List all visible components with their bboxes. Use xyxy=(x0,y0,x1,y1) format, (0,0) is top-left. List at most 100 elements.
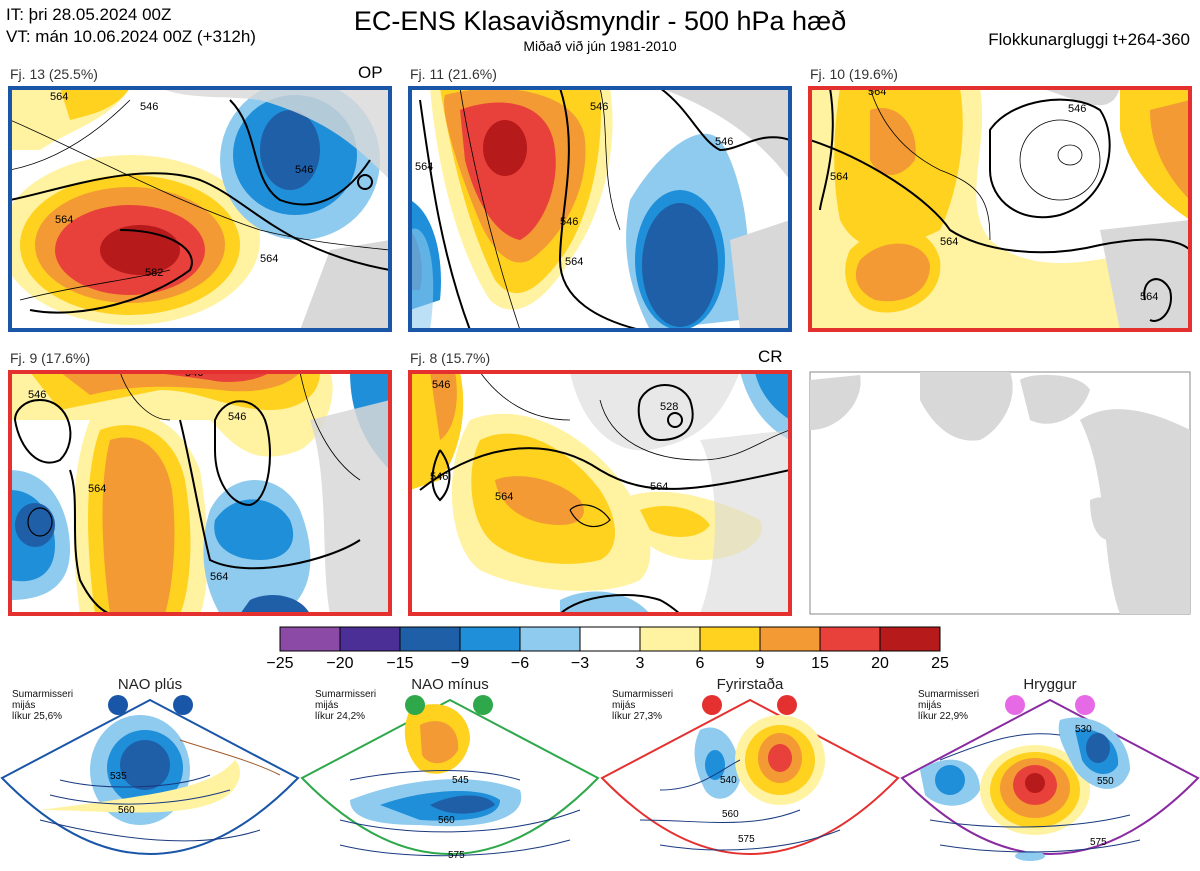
svg-text:535: 535 xyxy=(110,771,127,782)
regime-1-info-line: líkur 25,6% xyxy=(12,711,63,722)
svg-text:530: 530 xyxy=(1075,724,1092,735)
colorbar-cell xyxy=(279,626,341,652)
colorbar-cells xyxy=(279,626,941,652)
colorbar-tick-label: 25 xyxy=(931,655,949,672)
colorbar-tick-label: −6 xyxy=(510,655,530,672)
panel-3-label: Fj. 10 (19.6%) xyxy=(810,66,898,82)
regime-1-title: NAO plús xyxy=(117,676,183,693)
regime-4-info: Sumarmisseri mijás líkur 22,9% xyxy=(918,689,979,722)
regime-4-info-line: Sumarmisseri xyxy=(918,689,980,700)
regime-2-info-line: líkur 24,2% xyxy=(315,711,366,722)
svg-text:564: 564 xyxy=(210,571,228,583)
colorbar-cell xyxy=(399,626,461,652)
panel-1-label: Fj. 13 (25.5%) xyxy=(10,66,98,82)
svg-text:560: 560 xyxy=(722,809,739,820)
svg-text:564: 564 xyxy=(940,236,958,248)
regime-4-map: 530 550 575 xyxy=(900,695,1200,861)
panel-2-map: 546 546 546 564 564 xyxy=(410,88,790,330)
regime-2-info: Sumarmisseri mijás líkur 24,2% xyxy=(315,689,376,722)
valid-time: VT: mán 10.06.2024 00Z (+312h) xyxy=(6,27,256,46)
regime-2-info-line: Sumarmisseri xyxy=(315,689,377,700)
svg-text:528: 528 xyxy=(660,401,678,413)
svg-text:546: 546 xyxy=(140,101,158,113)
panel-5-label: Fj. 8 (15.7%) xyxy=(410,350,491,366)
svg-text:546: 546 xyxy=(590,101,608,113)
colorbar xyxy=(279,626,941,652)
colorbar-cell xyxy=(819,626,881,652)
panel-1-tag: OP xyxy=(358,63,383,82)
regime-3-map: 540 560 575 xyxy=(600,695,900,855)
regime-4-info-line: mijás xyxy=(918,700,942,711)
regime-1-info-line: mijás xyxy=(12,700,36,711)
regime-3-title: Fyrirstaða xyxy=(716,676,784,693)
regime-3-info-line: Sumarmisseri xyxy=(612,689,674,700)
regime-4-info-line: líkur 22,9% xyxy=(918,711,969,722)
svg-text:546: 546 xyxy=(432,379,450,391)
svg-text:564: 564 xyxy=(868,86,886,98)
page-title: EC-ENS Klasaviðsmyndir - 500 hPa hæð xyxy=(353,6,847,36)
panel-1-map: 564 546 546 564 564 582 xyxy=(10,88,390,330)
regime-2-map: 545 560 575 xyxy=(300,695,600,861)
panel-2-label: Fj. 11 (21.6%) xyxy=(410,66,497,82)
colorbar-tick-label: 6 xyxy=(695,655,705,672)
svg-text:575: 575 xyxy=(448,850,465,861)
svg-text:564: 564 xyxy=(830,171,848,183)
svg-text:564: 564 xyxy=(565,256,583,268)
svg-text:546: 546 xyxy=(560,216,578,228)
colorbar-cell xyxy=(519,626,581,652)
colorbar-tick-label: −3 xyxy=(570,655,590,672)
colorbar-cell xyxy=(339,626,401,652)
svg-text:546: 546 xyxy=(185,367,203,379)
svg-text:546: 546 xyxy=(715,136,733,148)
classification-window: Flokkunargluggi t+264-360 xyxy=(988,30,1190,49)
svg-text:560: 560 xyxy=(438,815,455,826)
regime-2-title: NAO mínus xyxy=(411,676,489,693)
svg-text:564: 564 xyxy=(495,491,513,503)
colorbar-tick-label: −20 xyxy=(326,655,354,672)
panel-5-map: 546 528 546 564 564 xyxy=(410,372,790,614)
svg-text:540: 540 xyxy=(720,775,737,786)
regime-3-info-line: líkur 27,3% xyxy=(612,711,663,722)
colorbar-cell xyxy=(699,626,761,652)
svg-text:546: 546 xyxy=(28,389,46,401)
svg-text:575: 575 xyxy=(1090,837,1107,848)
panel-4-map: 546 546 546 564 564 xyxy=(10,367,390,614)
regime-4-title: Hryggur xyxy=(1023,676,1077,693)
svg-text:564: 564 xyxy=(415,161,433,173)
colorbar-tick-label: −25 xyxy=(266,655,294,672)
regime-maps: 535 560 545 560 575 540 560 575 xyxy=(0,695,1200,861)
svg-text:546: 546 xyxy=(1068,103,1086,115)
init-time: IT: þri 28.05.2024 00Z xyxy=(6,5,172,24)
panel-3-map: 564 546 564 564 564 xyxy=(810,86,1190,330)
header-info: IT: þri 28.05.2024 00Z VT: mán 10.06.202… xyxy=(6,4,256,48)
regime-1-map: 535 560 xyxy=(0,695,300,855)
colorbar-tick-label: 15 xyxy=(811,655,829,672)
svg-text:564: 564 xyxy=(88,483,106,495)
svg-text:564: 564 xyxy=(650,481,668,493)
panel-5-tag: CR xyxy=(758,347,783,366)
regime-3-info-line: mijás xyxy=(612,700,636,711)
colorbar-tick-label: 9 xyxy=(755,655,765,672)
colorbar-cell xyxy=(759,626,821,652)
panel-4-label: Fj. 9 (17.6%) xyxy=(10,350,91,366)
colorbar-cell xyxy=(879,626,941,652)
svg-text:550: 550 xyxy=(1097,776,1114,787)
colorbar-cell xyxy=(579,626,641,652)
svg-text:575: 575 xyxy=(738,834,755,845)
regime-3-info: Sumarmisseri mijás líkur 27,3% xyxy=(612,689,673,722)
regime-1-info: Sumarmisseri mijás líkur 25,6% xyxy=(12,689,73,722)
svg-text:564: 564 xyxy=(260,253,278,265)
svg-text:560: 560 xyxy=(118,805,135,816)
colorbar-tick-label: 3 xyxy=(635,655,645,672)
svg-text:564: 564 xyxy=(55,214,73,226)
svg-text:546: 546 xyxy=(295,164,313,176)
svg-text:546: 546 xyxy=(430,471,448,483)
regime-1-info-line: Sumarmisseri xyxy=(12,689,74,700)
colorbar-tick-label: −15 xyxy=(386,655,414,672)
colorbar-tick-label: 20 xyxy=(871,655,889,672)
colorbar-cell xyxy=(459,626,521,652)
empty-map-panel xyxy=(809,371,1191,615)
colorbar-cell xyxy=(639,626,701,652)
page-subtitle: Miðað við jún 1981-2010 xyxy=(523,38,677,54)
